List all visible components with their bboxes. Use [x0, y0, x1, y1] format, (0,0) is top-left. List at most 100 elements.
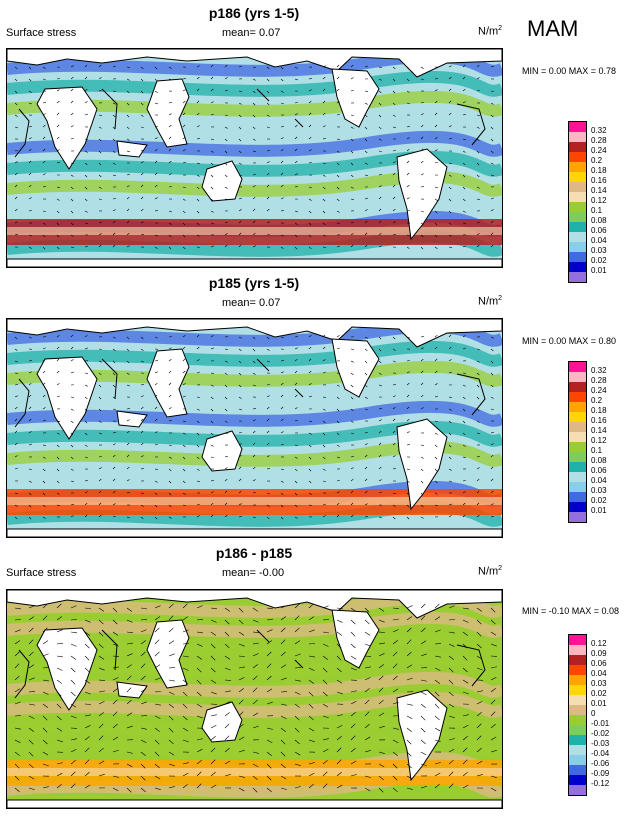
wind-stress-vector	[14, 516, 18, 520]
wind-stress-vector	[462, 619, 469, 623]
southern-ocean-core	[7, 768, 502, 776]
wind-stress-vector	[56, 161, 60, 164]
wind-stress-vector	[378, 466, 382, 470]
wind-stress-vector	[476, 478, 480, 482]
wind-stress-vector	[448, 715, 455, 719]
wind-stress-vector	[448, 444, 452, 448]
wind-stress-vector	[238, 699, 244, 705]
landmass	[7, 49, 502, 78]
colorbar-swatch	[569, 675, 586, 685]
wind-stress-vector	[364, 384, 368, 388]
wind-stress-vector	[462, 396, 466, 400]
wind-stress-vector	[42, 653, 49, 657]
wind-stress-vector	[84, 347, 88, 350]
wind-stress-vector	[70, 503, 74, 506]
wind-stress-vector	[350, 126, 354, 129]
wind-stress-vector	[336, 222, 340, 224]
wind-stress-vector	[252, 516, 256, 519]
wind-stress-vector	[84, 198, 88, 202]
wind-stress-vector	[406, 66, 410, 70]
wind-stress-vector	[42, 347, 46, 350]
wind-stress-vector	[28, 480, 32, 483]
colorbar-tick-label: 0.04	[591, 236, 607, 245]
wind-stress-vector	[56, 222, 60, 226]
wind-stress-vector	[70, 738, 77, 741]
wind-stress-vector	[266, 90, 270, 94]
wind-stress-vector	[196, 186, 200, 190]
wind-stress-vector	[266, 516, 270, 520]
wind-stress-vector	[364, 102, 368, 105]
wind-stress-vector	[42, 382, 46, 386]
panel3-variable-label: Surface stress	[6, 567, 77, 579]
wind-stress-vector	[476, 408, 480, 412]
wind-stress-vector	[140, 149, 144, 152]
wind-stress-vector	[42, 113, 46, 116]
wind-stress-vector	[434, 222, 438, 226]
wind-stress-vector	[210, 432, 214, 436]
wind-stress-vector	[140, 384, 144, 386]
wind-stress-vector	[336, 64, 340, 68]
wind-stress-vector	[378, 102, 382, 106]
wind-stress-vector	[322, 198, 326, 202]
wind-stress-vector	[238, 666, 245, 669]
wind-stress-vector	[420, 78, 424, 81]
wind-stress-vector	[168, 456, 172, 459]
wind-stress-vector	[28, 90, 32, 93]
wind-stress-vector	[56, 762, 63, 765]
wind-stress-vector	[154, 468, 158, 471]
wind-stress-vector	[420, 627, 426, 633]
panel2-minmax: MIN = 0.00 MAX = 0.80	[522, 336, 617, 346]
wind-stress-vector	[70, 334, 74, 338]
wind-stress-vector	[448, 100, 452, 104]
wind-stress-vector	[252, 712, 259, 717]
wind-stress-vector	[252, 372, 256, 375]
wind-stress-vector	[126, 479, 130, 482]
wind-stress-vector	[490, 607, 496, 613]
wind-stress-vector	[98, 89, 102, 92]
wind-stress-vector	[490, 699, 496, 705]
wind-stress-vector	[336, 667, 342, 673]
wind-stress-vector	[140, 395, 144, 398]
wind-stress-vector	[182, 112, 186, 116]
wind-stress-vector	[462, 162, 466, 166]
wind-stress-vector	[210, 162, 214, 166]
wind-stress-vector	[420, 148, 424, 152]
wind-stress-vector	[112, 90, 116, 92]
wind-stress-vector	[182, 480, 186, 484]
wind-stress-vector	[364, 699, 370, 705]
wind-stress-vector	[238, 619, 244, 625]
wind-stress-vector	[406, 715, 413, 720]
wind-stress-vector	[14, 442, 18, 446]
wind-stress-vector	[490, 643, 497, 647]
wind-stress-vector	[112, 162, 116, 165]
colorbar-swatch	[569, 252, 586, 262]
wind-stress-vector	[98, 502, 102, 506]
wind-stress-vector	[476, 455, 480, 458]
wind-stress-vector	[420, 715, 426, 721]
panel1-colorbar	[568, 121, 587, 283]
wind-stress-vector	[56, 727, 63, 732]
wind-stress-vector	[168, 358, 172, 362]
wind-stress-vector	[322, 88, 326, 92]
wind-stress-vector	[336, 643, 342, 649]
wind-stress-vector	[182, 629, 189, 633]
wind-stress-vector	[182, 161, 186, 164]
landmass	[146, 619, 190, 689]
wind-stress-vector	[280, 125, 284, 128]
wind-stress-vector	[70, 174, 74, 177]
wind-stress-vector	[42, 468, 46, 472]
wind-stress-vector	[224, 701, 231, 705]
wind-stress-vector	[364, 443, 368, 446]
wind-stress-vector	[322, 100, 326, 104]
wind-stress-vector	[448, 655, 454, 660]
wind-stress-vector	[448, 334, 452, 338]
stress-band	[7, 90, 502, 117]
wind-stress-vector	[56, 370, 60, 374]
wind-stress-vector	[70, 371, 74, 374]
wind-stress-vector	[210, 759, 216, 765]
wind-stress-vector	[406, 516, 410, 520]
wind-stress-vector	[42, 751, 49, 756]
wind-stress-vector	[280, 382, 284, 386]
wind-stress-vector	[378, 763, 385, 768]
wind-stress-vector	[280, 775, 287, 780]
